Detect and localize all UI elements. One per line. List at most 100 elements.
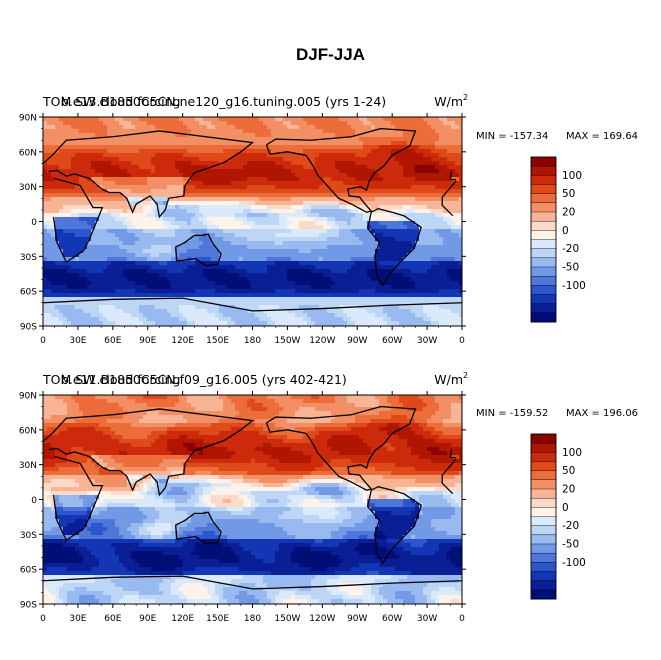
coastline-africa (52, 455, 104, 542)
y-tick-label: 0 (31, 496, 37, 506)
colorbar-label: 0 (562, 225, 569, 237)
colorbar-label: 100 (562, 170, 582, 182)
colorbar-box (530, 175, 557, 185)
x-tick-label: 30E (69, 336, 86, 346)
panel-2-field (43, 395, 463, 605)
colorbar-box (530, 156, 557, 167)
y-tick-label: 30N (19, 183, 37, 193)
y-tick-label: 90N (19, 114, 37, 124)
colorbar-box (530, 580, 557, 591)
colorbar-label: 20 (562, 484, 575, 496)
colorbar-label: 0 (562, 502, 569, 514)
x-tick-label: 150W (274, 614, 300, 624)
colorbar-box (530, 516, 557, 527)
coastline-eurasia (449, 449, 453, 458)
coastline-samerica (367, 208, 423, 287)
colorbar-box (530, 239, 557, 250)
coastline-australia (175, 511, 222, 545)
colorbar-box (530, 202, 557, 213)
colorbar-box (530, 285, 557, 295)
x-tick-label: 90W (347, 614, 367, 624)
colorbar-label: -20 (562, 520, 579, 532)
colorbar-label: 50 (562, 465, 575, 477)
colorbar-box (530, 442, 557, 453)
coastline-antarctica (42, 575, 463, 590)
panel-1-max-text: MAX = 169.64 (566, 131, 639, 142)
x-tick-label: 30W (417, 614, 437, 624)
x-tick-label: 120W (309, 614, 335, 624)
x-tick-label: 30E (69, 614, 86, 624)
colorbar-box (530, 497, 557, 508)
y-tick-label: 90S (20, 323, 37, 333)
x-tick-label: 90E (139, 336, 156, 346)
x-tick-label: 150E (206, 336, 229, 346)
panel-2-title-left: TOM SW cloud forcing (42, 372, 180, 387)
colorbar-box (530, 230, 557, 240)
colorbar-box (530, 571, 557, 582)
panel-1-coastlines (42, 127, 463, 312)
panel-2-units-sup: 2 (463, 371, 468, 380)
colorbar-box (530, 452, 557, 462)
colorbar-box (530, 589, 557, 600)
colorbar-box (530, 165, 557, 176)
colorbar-label: -50 (562, 262, 579, 274)
colorbar-box (530, 184, 557, 195)
colorbar-frame (530, 433, 557, 600)
colorbar-box (530, 552, 557, 563)
panel-1-units-sup: 2 (463, 93, 468, 102)
colorbar-box (530, 266, 557, 277)
x-tick-label: 120E (171, 614, 194, 624)
colorbar-box (530, 461, 557, 472)
x-tick-label: 0 (459, 336, 465, 346)
y-tick-label: 60N (19, 426, 37, 436)
panel-1-case-name: b.e13.B1850C5CN.ne120_g16.tuning.005 (yr… (61, 94, 386, 109)
x-tick-label: 180 (244, 336, 261, 346)
page-title: DJF-JJA (296, 45, 365, 64)
colorbar-box (530, 211, 557, 222)
colorbar-label: 50 (562, 188, 575, 200)
colorbar-box (530, 534, 557, 545)
x-tick-label: 60E (104, 336, 121, 346)
panel-2-case-name: b.e11.B1850C5CN.f09_g16.005 (yrs 402-421… (61, 372, 347, 387)
panel-1-units: W/m (434, 94, 463, 109)
x-tick-label: 90W (347, 336, 367, 346)
x-tick-label: 60E (104, 614, 121, 624)
colorbar-box (530, 294, 557, 305)
coastline-africa (441, 458, 457, 476)
x-tick-label: 0 (40, 614, 46, 624)
panel-2: 0 30E 60E 90E 120E 150E 180 150W 120W 90W 60W 30W 09… (19, 371, 586, 624)
colorbar-box (530, 257, 557, 268)
y-tick-label: 30S (20, 531, 37, 541)
x-tick-label: 0 (459, 614, 465, 624)
colorbar-box (530, 562, 557, 572)
colorbar-box (530, 507, 557, 517)
colorbar-label: -100 (562, 557, 586, 569)
coastline-namerica (265, 127, 417, 213)
colorbar-box (530, 433, 557, 444)
y-tick-label: 60S (20, 288, 37, 298)
colorbar-box (530, 488, 557, 499)
y-tick-label: 30S (20, 253, 37, 263)
colorbar-box (530, 525, 557, 536)
x-tick-label: 60W (382, 336, 402, 346)
coastline-africa (441, 180, 457, 198)
panel-2-coastlines (42, 405, 463, 590)
y-tick-label: 60N (19, 148, 37, 158)
coastline-africa (441, 475, 454, 495)
x-tick-label: 120E (171, 336, 194, 346)
x-tick-label: 60W (382, 614, 402, 624)
colorbar-label: -50 (562, 539, 579, 551)
colorbar-box (530, 479, 557, 490)
colorbar-label: -20 (562, 243, 579, 255)
panel-1-title-left: TOM SW cloud forcing (42, 94, 180, 109)
y-tick-label: 30N (19, 461, 37, 471)
coastline-antarctica (42, 297, 463, 312)
y-tick-label: 60S (20, 566, 37, 576)
colorbar-label: 20 (562, 207, 575, 219)
colorbar-box (530, 275, 557, 286)
x-tick-label: 90E (139, 614, 156, 624)
panel-2-units: W/m (434, 372, 463, 387)
coastline-namerica (265, 405, 417, 491)
